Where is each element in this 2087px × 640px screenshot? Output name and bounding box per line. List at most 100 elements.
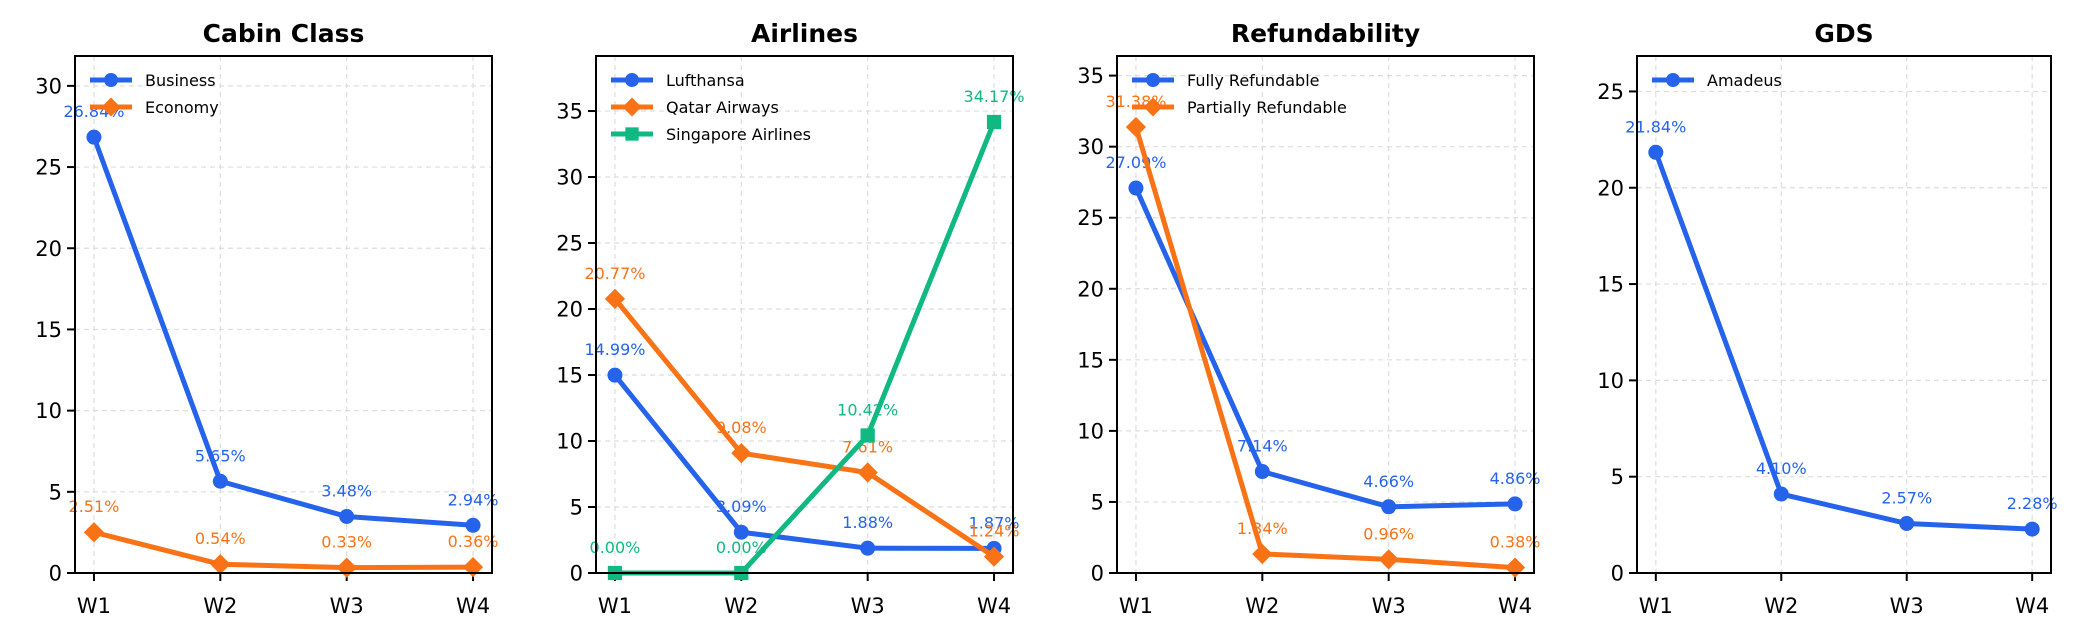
legend-marker-icon [1146, 73, 1160, 87]
x-tick-label: W2 [203, 594, 237, 618]
series-qatar-airways: 20.77%9.08%7.61%1.24% [584, 264, 1019, 567]
series-singapore-airlines: 0.00% 0.00% 10.42% 34.17% [590, 87, 1025, 581]
data-label: 1.24% [969, 522, 1020, 541]
data-label: 2.28% [2007, 494, 2058, 513]
data-label: 0.00% [590, 538, 641, 557]
legend-entry: Business [145, 71, 216, 90]
data-label: 4.86% [1490, 469, 1541, 488]
y-tick-label: 5 [49, 480, 62, 504]
series-line [91, 529, 476, 571]
data-point-marker [983, 546, 1005, 567]
x-tick-label: W1 [1119, 594, 1153, 618]
series-line [612, 119, 997, 576]
legend-entry: Qatar Airways [666, 98, 779, 117]
y-tick-label: 25 [35, 156, 62, 180]
data-label: 2.94% [448, 490, 499, 509]
data-point-marker [1381, 499, 1397, 515]
data-point-marker [733, 524, 749, 540]
x-tick-label: W4 [456, 594, 490, 618]
data-point-marker [1378, 549, 1399, 570]
data-point-marker [462, 557, 484, 578]
data-label: 4.66% [1363, 472, 1414, 491]
x-tick-label: W4 [1498, 594, 1532, 618]
y-tick-label: 5 [570, 496, 583, 520]
data-point-marker [83, 522, 105, 543]
x-tick-label: W2 [724, 594, 758, 618]
data-label: 21.84% [1625, 117, 1686, 136]
data-label: 0.33% [321, 533, 372, 552]
x-tick-label: W1 [598, 594, 632, 618]
y-tick-label: 20 [1077, 277, 1104, 301]
y-tick-label: 30 [35, 74, 62, 98]
data-point-marker [1507, 496, 1523, 512]
y-tick-label: 15 [1077, 348, 1104, 372]
series-fully-refundable: 27.09% 7.14% 4.66% 4.86% [1105, 153, 1541, 515]
y-tick-label: 30 [556, 166, 583, 190]
x-tick-label: W3 [330, 594, 364, 618]
data-point-marker [336, 557, 357, 578]
x-tick-label: W4 [977, 594, 1011, 618]
data-label: 14.99% [584, 340, 645, 359]
axes-frame [1636, 55, 2052, 574]
data-point-marker [607, 367, 623, 383]
legend-entry: Economy [145, 98, 219, 117]
data-point-marker [210, 554, 231, 575]
y-tick-label: 10 [1077, 419, 1104, 443]
x-tick-label: W3 [1890, 594, 1924, 618]
y-tick-label: 15 [35, 318, 62, 342]
data-point-marker [465, 517, 481, 533]
series-line [612, 372, 997, 551]
legend: Business Economy [90, 71, 219, 117]
legend-entry: Partially Refundable [1187, 98, 1347, 117]
data-point-marker [860, 540, 876, 556]
chart-panel-gds: GDS 0 5 10 15 20 25 W1 W2 W3 W4 21.84% 4.10% 2.57% 2.2… [1597, 19, 2057, 618]
x-tick-label: W2 [1245, 594, 1279, 618]
y-tick-label: 0 [1091, 562, 1104, 586]
data-point-marker [1899, 515, 1915, 531]
data-label: 1.88% [842, 513, 893, 532]
data-point-marker [857, 462, 878, 483]
data-point-marker [731, 443, 752, 464]
y-tick-label: 35 [1077, 64, 1104, 88]
y-tick-label: 20 [556, 298, 583, 322]
y-tick-label: 25 [1077, 206, 1104, 230]
y-tick-label: 20 [1597, 176, 1624, 200]
axes-frame [74, 55, 493, 574]
series-line [1653, 149, 2035, 532]
legend-marker-icon [1666, 73, 1680, 87]
axes-frame [595, 55, 1014, 574]
series-line [612, 296, 997, 560]
data-point-marker [986, 114, 1002, 130]
chart-title: Cabin Class [203, 19, 365, 48]
y-tick-label: 10 [556, 430, 583, 454]
data-point-marker [86, 129, 102, 145]
legend-entry: Fully Refundable [1187, 71, 1319, 90]
data-point-marker [1504, 557, 1526, 578]
data-label: 0.36% [448, 532, 499, 551]
chart-panel-refundability: Refundability 0 5 10 15 20 25 30 35 W1 W2 W3 W4 27.09… [1077, 19, 1540, 618]
data-point-marker [1252, 543, 1273, 565]
data-label: 2.57% [1881, 488, 1932, 507]
data-label: 7.14% [1237, 437, 1288, 456]
y-tick-label: 35 [556, 100, 583, 124]
data-point-marker [1125, 116, 1147, 138]
legend-marker-icon [622, 97, 642, 117]
series-amadeus: 21.84% 4.10% 2.57% 2.28% [1625, 117, 2058, 537]
data-label: 3.09% [716, 497, 767, 516]
x-tick-label: W1 [1639, 594, 1673, 618]
data-point-marker [860, 428, 875, 443]
data-label: 4.10% [1756, 459, 1807, 478]
legend-entry: Amadeus [1707, 71, 1782, 90]
data-point-marker [339, 508, 355, 524]
data-label: 20.77% [584, 264, 645, 283]
legend-marker-icon [625, 73, 639, 87]
data-label: 5.65% [195, 446, 246, 465]
axes-frame [1116, 55, 1535, 574]
x-tick-label: W3 [1372, 594, 1406, 618]
y-tick-label: 30 [1077, 135, 1104, 159]
data-label: 0.54% [195, 529, 246, 548]
y-tick-label: 15 [556, 364, 583, 388]
x-tick-label: W3 [851, 594, 885, 618]
